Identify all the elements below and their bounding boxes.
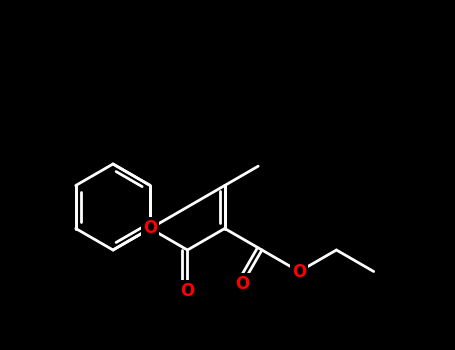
Text: O: O [236, 274, 250, 293]
Text: O: O [143, 219, 157, 238]
Text: O: O [180, 282, 195, 300]
Text: O: O [292, 262, 306, 280]
